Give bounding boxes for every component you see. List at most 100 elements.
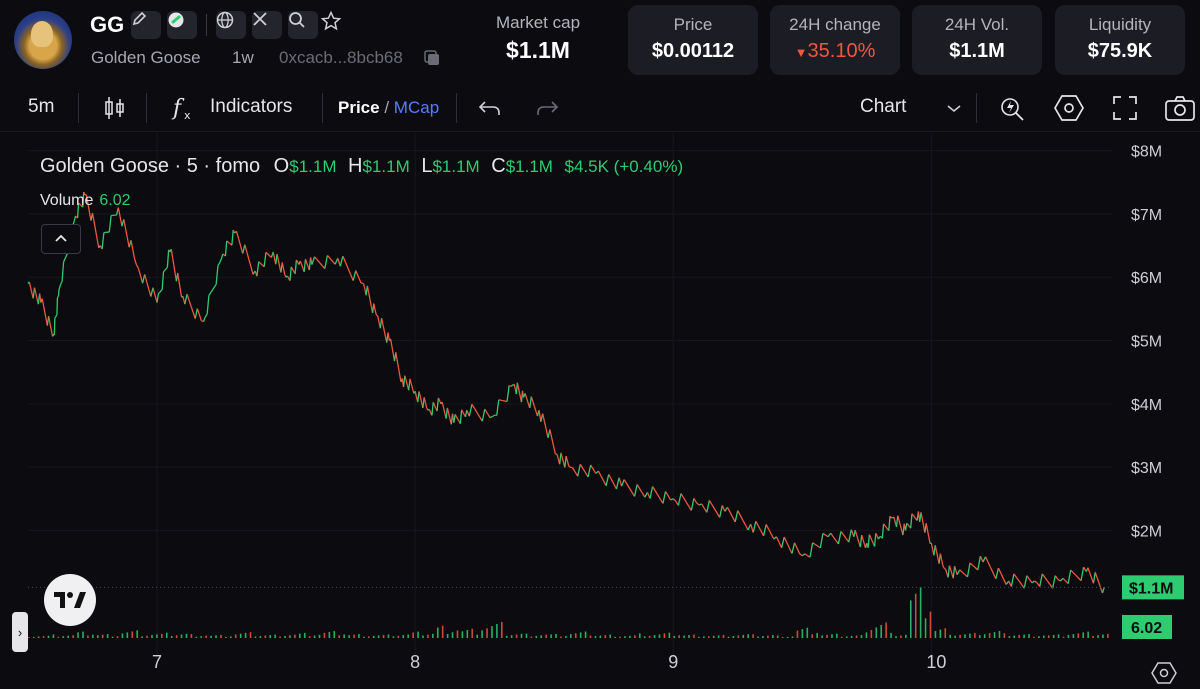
redo-icon[interactable]: [533, 94, 561, 122]
volume-bar: [826, 634, 828, 638]
price-segment: [1070, 569, 1074, 574]
pencil-icon[interactable]: [131, 11, 161, 39]
price-mcap-toggle[interactable]: Price / MCap: [338, 98, 439, 118]
price-segment: [561, 457, 565, 463]
volume-bar: [299, 633, 301, 638]
price-segment: [947, 565, 951, 578]
volume-bar: [924, 618, 927, 638]
volume-bar: [156, 634, 158, 638]
price-segment: [752, 521, 757, 533]
volume-bar: [624, 636, 626, 638]
volume-bar: [757, 636, 759, 638]
zoom-lightning-icon[interactable]: [998, 94, 1026, 122]
price-segment: [150, 287, 154, 297]
volume-bar: [545, 634, 547, 638]
globe-icon[interactable]: [216, 11, 246, 39]
x-tick-label: 10: [926, 652, 946, 672]
price-segment: [355, 270, 359, 277]
price-segment: [1026, 575, 1030, 580]
volume-bar: [988, 633, 991, 638]
expand-sidebar-tab[interactable]: ›: [12, 612, 28, 652]
star-icon[interactable]: [321, 11, 349, 39]
price-segment: [124, 228, 129, 239]
pump-icon[interactable]: [167, 11, 197, 39]
price-segment: [654, 490, 659, 496]
price-segment: [436, 397, 440, 412]
volume-bar: [1087, 631, 1089, 638]
fullscreen-icon[interactable]: [1111, 94, 1139, 122]
price-segment: [649, 486, 654, 499]
price-segment: [161, 271, 165, 290]
price-segment: [334, 257, 339, 265]
camera-icon[interactable]: [1164, 94, 1195, 122]
search-icon[interactable]: [288, 11, 318, 39]
price-segment: [44, 311, 47, 319]
price-segment: [801, 553, 806, 557]
price-segment: [360, 282, 364, 285]
price-segment: [260, 262, 263, 266]
volume-bar: [101, 634, 104, 638]
price-segment: [319, 262, 323, 267]
volume-bar: [1018, 634, 1020, 638]
price-segment: [135, 264, 140, 269]
volume-bar: [441, 625, 444, 638]
x-icon[interactable]: [252, 11, 282, 39]
price-segment: [526, 398, 529, 404]
price-segment: [551, 437, 555, 446]
collapse-legend-button[interactable]: [41, 224, 81, 254]
price-segment: [893, 517, 896, 523]
volume-bar: [387, 634, 390, 638]
chart-type-dropdown[interactable]: Chart: [860, 96, 907, 117]
price-segment: [897, 515, 900, 521]
chevron-down-icon[interactable]: [940, 94, 968, 122]
interval-button[interactable]: 5m: [28, 96, 55, 117]
price-segment: [737, 510, 741, 516]
copy-icon[interactable]: [423, 49, 441, 67]
volume-bar: [732, 635, 735, 638]
price-segment: [453, 414, 456, 423]
volume-bar: [225, 636, 227, 638]
price-chart[interactable]: $8M $7M $6M $5M $4M $3M $2M 7 8 9 10 $1.1M 6.02 Gold…: [0, 133, 1200, 689]
settings-hexagon-icon[interactable]: [1054, 94, 1084, 122]
volume-bar: [673, 635, 676, 638]
price-segment: [696, 502, 700, 506]
volume-bar: [653, 635, 656, 638]
price-segment: [357, 276, 362, 284]
undo-icon[interactable]: [476, 94, 504, 122]
indicators-button[interactable]: Indicators: [210, 96, 293, 117]
price-segment: [621, 479, 625, 487]
price-segment: [141, 274, 146, 284]
volume-bar: [249, 632, 252, 638]
price-toggle[interactable]: Price: [338, 98, 380, 117]
price-segment: [362, 283, 366, 289]
price-segment: [339, 255, 344, 267]
volume-badge: [1122, 615, 1172, 639]
volume-bar: [481, 630, 483, 638]
volume-value: 6.02: [99, 192, 131, 209]
volume-bar: [880, 624, 883, 638]
price-segment: [898, 520, 901, 526]
candlestick-icon[interactable]: [101, 94, 129, 122]
price-segment: [350, 274, 354, 281]
price-segment: [934, 545, 938, 552]
mcap-toggle[interactable]: MCap: [393, 98, 440, 117]
price-segment: [202, 316, 206, 322]
price-segment: [79, 203, 82, 206]
volume-bar: [451, 632, 454, 638]
chart-canvas[interactable]: $8M $7M $6M $5M $4M $3M $2M 7 8 9 10 $1.1M 6.02: [0, 133, 1200, 689]
token-address[interactable]: 0xcacb...8bcb68: [279, 48, 403, 67]
price-segment: [883, 523, 886, 526]
price-segment: [1041, 573, 1046, 578]
price-segment: [953, 566, 957, 571]
price-segment: [222, 253, 225, 256]
volume-bar: [796, 630, 799, 638]
volume-24h-stat: 24H Vol. $1.1M: [912, 5, 1042, 75]
volume-bar: [530, 636, 533, 638]
price-segment: [928, 536, 931, 544]
y-tick-label: $5M: [1131, 334, 1162, 351]
tradingview-logo-icon[interactable]: [44, 574, 96, 626]
volume-bar: [77, 632, 79, 638]
change-24h-stat: 24H change ▼35.10%: [770, 5, 900, 75]
